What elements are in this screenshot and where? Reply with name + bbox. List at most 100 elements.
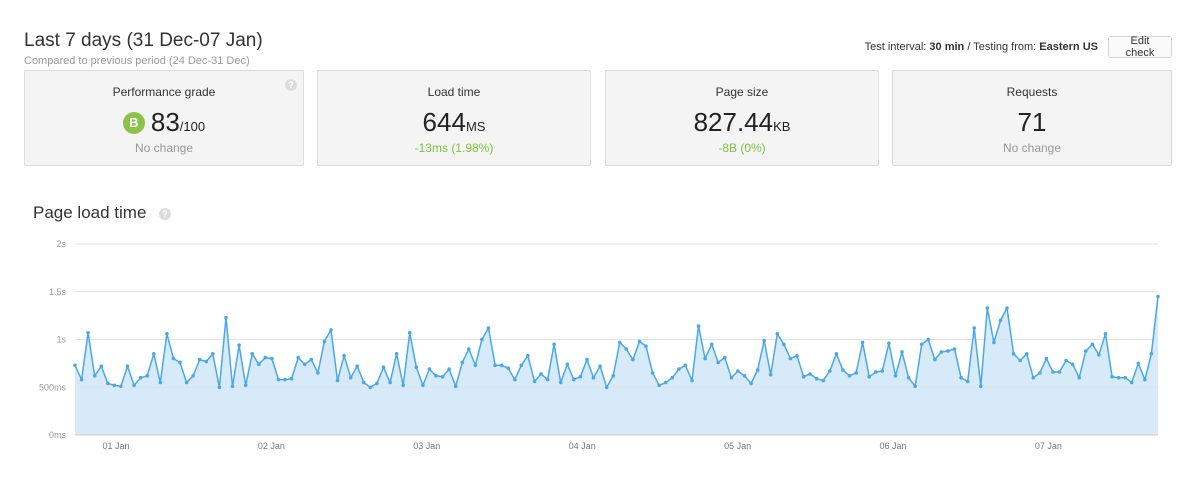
data-point <box>243 383 248 388</box>
data-point <box>447 367 451 371</box>
data-point <box>1031 375 1036 380</box>
card-change: -8B (0%) <box>718 141 766 155</box>
data-point <box>519 363 524 368</box>
data-point <box>690 378 694 383</box>
data-point <box>480 337 484 342</box>
data-point <box>618 340 622 345</box>
data-point <box>112 383 117 388</box>
data-point <box>263 355 268 360</box>
data-point <box>407 331 412 335</box>
data-point <box>197 357 202 362</box>
x-tick-label: 02 Jan <box>258 441 285 451</box>
data-point <box>631 357 635 362</box>
data-point <box>585 357 589 362</box>
data-point <box>782 342 786 347</box>
data-point <box>1149 352 1154 356</box>
data-point <box>204 359 209 364</box>
chart-title: Page load time <box>33 203 147 222</box>
card-change: -13ms (1.98%) <box>414 141 494 155</box>
data-point <box>486 326 491 330</box>
data-point <box>650 371 655 375</box>
data-point <box>125 364 130 368</box>
data-point <box>723 355 727 360</box>
data-point <box>513 377 517 382</box>
card-label: Requests <box>1006 85 1058 99</box>
comparison-subtitle: Compared to previous period (24 Dec-31 D… <box>24 55 250 67</box>
x-tick-label: 05 Jan <box>724 441 751 451</box>
data-point <box>867 374 871 379</box>
data-point <box>1005 306 1009 310</box>
data-point <box>906 375 911 380</box>
data-point <box>696 324 701 328</box>
y-tick-label: 1s <box>56 335 66 345</box>
data-point <box>703 356 707 361</box>
data-point <box>316 371 320 375</box>
data-point <box>257 362 261 367</box>
data-point <box>270 356 274 361</box>
data-point <box>880 369 885 373</box>
data-point <box>657 383 661 388</box>
data-point <box>302 362 307 367</box>
performance-grade-card: Performance grade ? B 83/100 No change <box>24 70 304 166</box>
data-point <box>578 374 583 379</box>
card-label: Load time <box>427 85 481 99</box>
data-point <box>775 332 780 336</box>
data-point <box>296 355 301 360</box>
data-point <box>572 377 576 382</box>
data-point <box>821 378 826 383</box>
data-point <box>801 374 806 379</box>
data-point <box>545 377 550 382</box>
data-point <box>965 379 970 384</box>
data-point <box>814 376 819 381</box>
data-point <box>979 384 983 389</box>
data-point <box>1103 332 1108 336</box>
data-point <box>178 360 182 365</box>
data-point <box>427 367 432 371</box>
data-point <box>742 374 747 378</box>
edit-check-button[interactable]: Edit check <box>1108 35 1172 59</box>
data-point <box>86 331 90 335</box>
page-load-time-chart: 0ms 500ms 1s 1.5s 2s 01 Jan 02 Jan 03 Jan 04 Jan… <box>39 239 1160 451</box>
data-point <box>1143 377 1147 382</box>
data-point <box>375 381 379 386</box>
series-line <box>74 296 1159 389</box>
load-time-card: Load time 644MS -13ms (1.98%) <box>317 70 591 166</box>
data-point <box>841 368 845 372</box>
data-point <box>453 384 458 389</box>
data-point <box>828 369 832 373</box>
requests-card: Requests 71 No change <box>892 70 1172 166</box>
data-point <box>138 375 143 380</box>
data-point <box>184 380 189 385</box>
test-info-separator: / <box>964 41 974 53</box>
data-point <box>342 353 346 358</box>
data-point <box>532 379 537 384</box>
data-point <box>237 343 241 347</box>
x-tick-label: 04 Jan <box>569 441 596 451</box>
data-point <box>99 364 104 368</box>
card-change: No change <box>1002 141 1062 155</box>
data-point <box>381 365 386 369</box>
page-size-card: Page size 827.44KB -8B (0%) <box>605 70 879 166</box>
data-point <box>972 326 976 330</box>
data-point <box>933 357 937 362</box>
question-circle-icon[interactable]: ? <box>159 208 171 220</box>
data-point <box>421 383 425 388</box>
load-time-number: 644 <box>422 107 466 137</box>
test-interval-label: Test interval: <box>864 41 927 53</box>
data-point <box>526 353 530 358</box>
page-title: Last 7 days (31 Dec-07 Jan) <box>24 30 263 51</box>
data-point <box>1090 342 1095 347</box>
data-point <box>73 363 77 368</box>
x-tick-label: 06 Jan <box>879 441 906 451</box>
data-point <box>952 347 957 351</box>
data-point <box>348 375 353 380</box>
question-circle-icon[interactable]: ? <box>285 79 297 91</box>
data-point <box>1110 374 1114 379</box>
data-point <box>552 342 556 347</box>
data-point <box>1044 356 1049 361</box>
data-point <box>598 364 602 368</box>
data-point <box>506 366 511 370</box>
data-point <box>1038 371 1042 375</box>
grade-badge: B <box>122 112 145 134</box>
data-point <box>499 363 504 368</box>
